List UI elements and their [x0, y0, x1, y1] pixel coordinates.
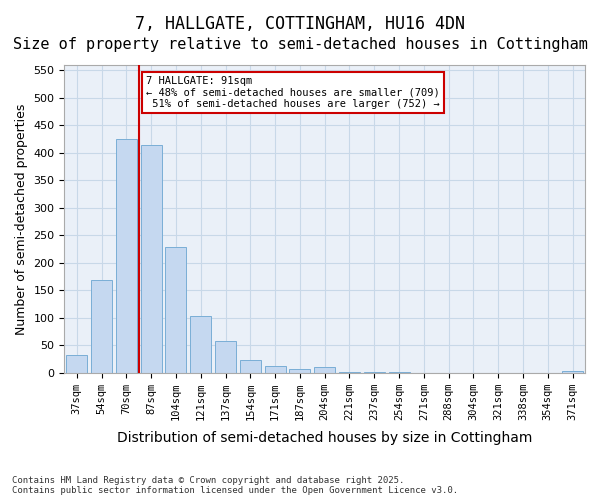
- Text: Contains HM Land Registry data © Crown copyright and database right 2025.
Contai: Contains HM Land Registry data © Crown c…: [12, 476, 458, 495]
- Bar: [289, 369, 310, 372]
- Text: 7, HALLGATE, COTTINGHAM, HU16 4DN: 7, HALLGATE, COTTINGHAM, HU16 4DN: [135, 15, 465, 33]
- Bar: [562, 371, 583, 372]
- Text: Size of property relative to semi-detached houses in Cottingham: Size of property relative to semi-detach…: [13, 38, 587, 52]
- Bar: [240, 360, 261, 372]
- Y-axis label: Number of semi-detached properties: Number of semi-detached properties: [15, 103, 28, 334]
- Bar: [215, 341, 236, 372]
- Bar: [314, 367, 335, 372]
- Bar: [190, 316, 211, 372]
- Bar: [116, 139, 137, 372]
- Bar: [140, 144, 162, 372]
- Bar: [166, 248, 187, 372]
- Bar: [91, 280, 112, 372]
- Bar: [66, 355, 88, 372]
- X-axis label: Distribution of semi-detached houses by size in Cottingham: Distribution of semi-detached houses by …: [117, 431, 532, 445]
- Bar: [265, 366, 286, 372]
- Text: 7 HALLGATE: 91sqm
← 48% of semi-detached houses are smaller (709)
 51% of semi-d: 7 HALLGATE: 91sqm ← 48% of semi-detached…: [146, 76, 440, 109]
